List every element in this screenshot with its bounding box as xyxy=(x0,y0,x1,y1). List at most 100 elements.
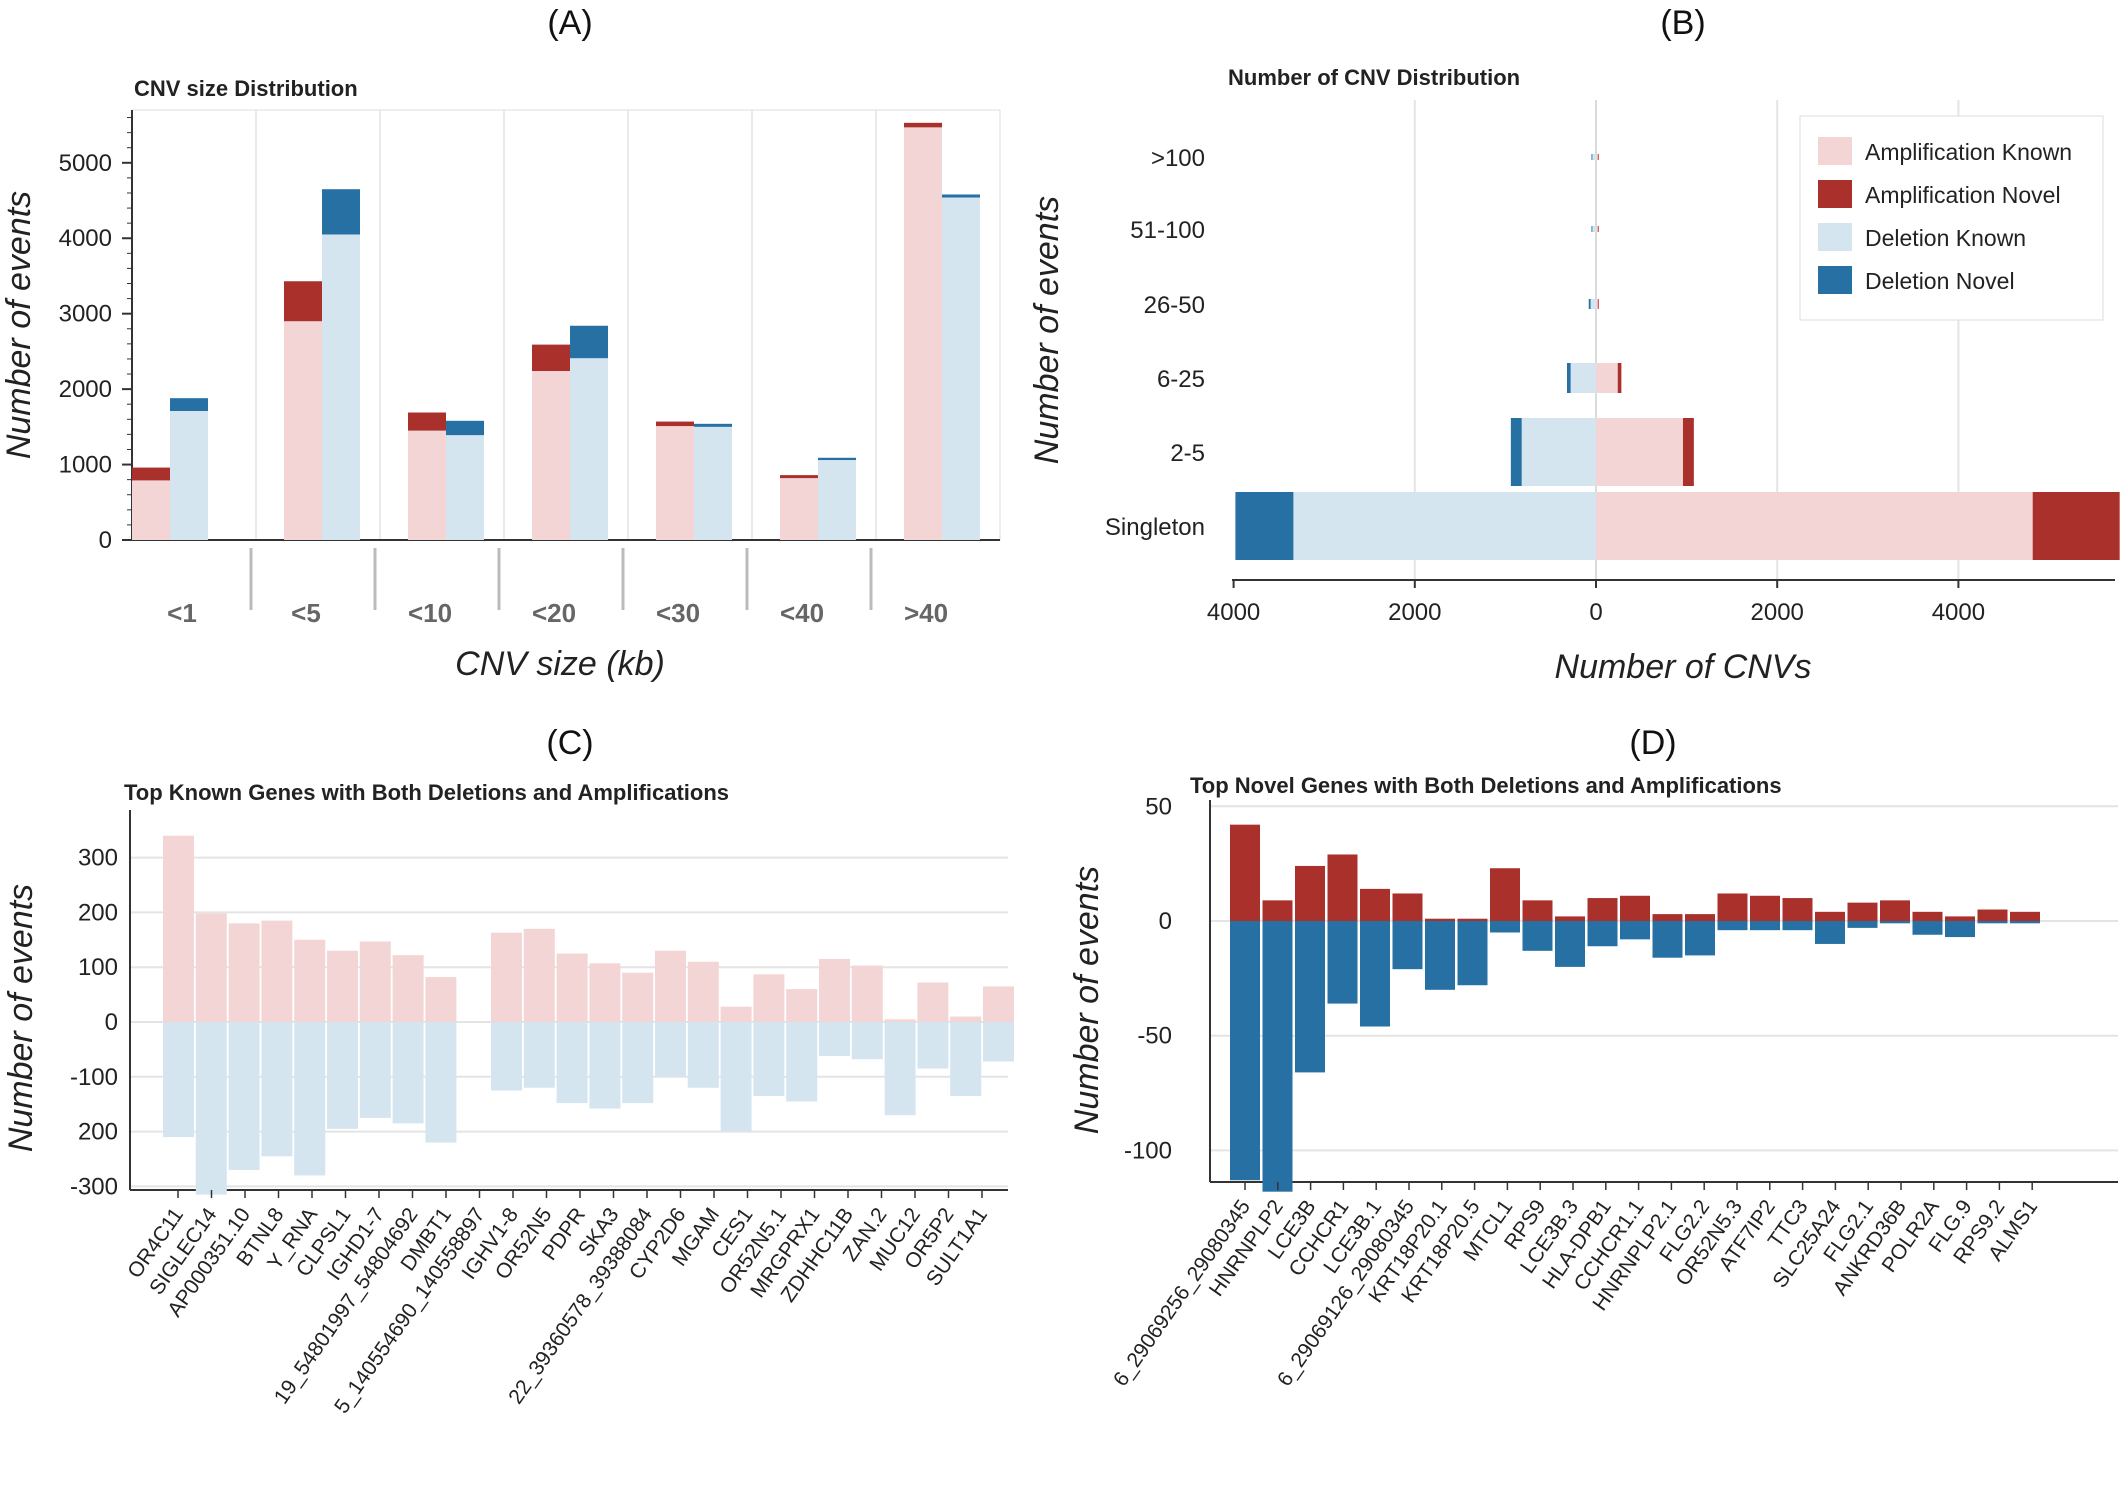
bar-deletion-known xyxy=(655,1022,686,1077)
panel-letter: (C) xyxy=(546,724,593,762)
bar-amplification-novel xyxy=(1262,900,1293,921)
bar-deletion-novel xyxy=(1425,921,1455,990)
bar-deletion-known xyxy=(322,234,360,540)
bar-deletion-novel xyxy=(1591,226,1593,232)
bar-amplification-known xyxy=(904,127,942,540)
bar-amplification-known xyxy=(408,430,446,540)
legend-swatch xyxy=(1818,266,1852,294)
bar-amplification-known xyxy=(294,939,326,1022)
bar-deletion-novel xyxy=(1750,921,1780,931)
y-tick-label: 5000 xyxy=(59,150,112,177)
x-tick-label: <30 xyxy=(656,598,700,628)
legend-entry: Deletion Known xyxy=(1865,225,2026,251)
bar-deletion-novel xyxy=(1392,921,1423,970)
bar-amplification-novel xyxy=(780,475,818,479)
bar-deletion-known xyxy=(491,1022,522,1091)
bar-amplification-known xyxy=(786,989,818,1022)
x-tick-label: 6_29069256_29080345 xyxy=(1109,1196,1255,1391)
bar-amplification-known xyxy=(491,932,522,1022)
bar-deletion-novel xyxy=(1880,921,1910,924)
legend-swatch xyxy=(1818,137,1852,165)
bar-amplification-novel xyxy=(1230,824,1260,921)
y-tick-label: 2-5 xyxy=(1170,440,1205,467)
bar-deletion-known xyxy=(1293,492,1596,560)
bar-deletion-known xyxy=(1570,363,1596,393)
y-axis-label: Number of events xyxy=(2,884,40,1152)
bar-amplification-known xyxy=(1596,299,1598,309)
x-axis-label: Number of CNVs xyxy=(1555,648,1812,686)
bar-deletion-novel xyxy=(1782,921,1813,931)
bar-amplification-novel xyxy=(1617,363,1622,393)
bar-deletion-novel xyxy=(170,398,208,411)
bar-deletion-known xyxy=(720,1022,752,1132)
y-tick-label: 51-100 xyxy=(1130,217,1205,244)
bar-deletion-novel xyxy=(1620,921,1650,940)
chart-title: Number of CNV Distribution xyxy=(1228,65,1520,90)
bar-amplification-known xyxy=(884,1019,916,1022)
bar-deletion-known xyxy=(392,1022,424,1124)
y-tick-label: 100 xyxy=(78,954,118,981)
y-tick-label: 0 xyxy=(99,527,112,554)
bar-deletion-novel xyxy=(446,420,484,436)
y-tick-label: 3000 xyxy=(59,301,112,328)
bar-deletion-novel xyxy=(1567,363,1571,393)
bar-deletion-novel xyxy=(1591,154,1593,160)
bar-amplification-known xyxy=(589,963,621,1022)
legend: Amplification Known Amplification Novel De… xyxy=(1799,115,2104,321)
y-tick-label: -50 xyxy=(1137,1023,1172,1050)
panel-letter: (B) xyxy=(1660,4,1705,42)
bar-deletion-known xyxy=(163,1022,194,1138)
bar-deletion-novel xyxy=(2010,921,2040,924)
bar-deletion-novel xyxy=(1555,921,1585,967)
y-tick-label: 300 xyxy=(78,845,118,872)
bar-deletion-known xyxy=(687,1022,719,1088)
y-tick-label: 6-25 xyxy=(1157,366,1205,393)
bar-deletion-known xyxy=(1592,154,1596,160)
y-axis-label: Number of events xyxy=(1028,196,1066,464)
bar-deletion-known xyxy=(622,1022,654,1104)
bar-deletion-novel xyxy=(1235,492,1294,560)
x-tick-label: 2000 xyxy=(1388,599,1441,626)
bar-deletion-novel xyxy=(1360,921,1390,1027)
x-tick-label: <20 xyxy=(532,598,576,628)
bar-deletion-novel xyxy=(818,457,856,461)
bar-amplification-novel xyxy=(1555,916,1585,921)
bar-amplification-novel xyxy=(1652,914,1683,921)
bar-amplification-known xyxy=(950,1016,982,1022)
bar-amplification-novel xyxy=(1815,911,1845,921)
bar-deletion-known xyxy=(884,1022,916,1116)
bar-deletion-known xyxy=(359,1022,391,1118)
bar-amplification-known xyxy=(284,321,322,540)
x-axis-label: CNV size (kb) xyxy=(455,645,665,683)
bar-deletion-known xyxy=(753,1022,785,1096)
y-tick-label: 2000 xyxy=(59,376,112,403)
panel-a-cnv-size-chart: (A) CNV size Distribution 0 1000 2000 3000 400… xyxy=(0,4,1001,683)
x-tick-label: <10 xyxy=(408,598,452,628)
bar-amplification-novel xyxy=(1912,911,1943,921)
bar-deletion-novel xyxy=(1327,921,1358,1004)
y-axis-label: Number of events xyxy=(1068,866,1106,1134)
panel-letter: (A) xyxy=(547,4,592,42)
bar-deletion-novel xyxy=(1490,921,1520,933)
bar-amplification-novel xyxy=(1750,895,1780,921)
bar-amplification-novel xyxy=(1880,900,1910,921)
bar-amplification-known xyxy=(687,961,719,1022)
bar-deletion-novel xyxy=(1587,921,1618,947)
bar-amplification-novel xyxy=(132,467,170,481)
bar-deletion-known xyxy=(950,1022,982,1096)
y-tick-label: 200 xyxy=(78,899,118,926)
bar-deletion-novel xyxy=(1510,418,1522,486)
panel-c-top-known-genes-chart: (C) Top Known Genes with Both Deletions a… xyxy=(2,724,1014,1418)
bar-amplification-novel xyxy=(1620,895,1650,921)
bar-amplification-novel xyxy=(1597,154,1599,160)
y-tick-label: -100 xyxy=(70,1064,118,1091)
bar-amplification-novel xyxy=(408,412,446,431)
bar-deletion-known xyxy=(1592,226,1596,232)
bar-amplification-novel xyxy=(532,344,570,372)
bar-amplification-novel xyxy=(2032,492,2120,560)
y-tick-label: -300 xyxy=(70,1173,118,1200)
bar-deletion-novel xyxy=(1685,921,1715,956)
x-tick-label: 2000 xyxy=(1751,599,1804,626)
x-tick-label: >40 xyxy=(904,598,948,628)
